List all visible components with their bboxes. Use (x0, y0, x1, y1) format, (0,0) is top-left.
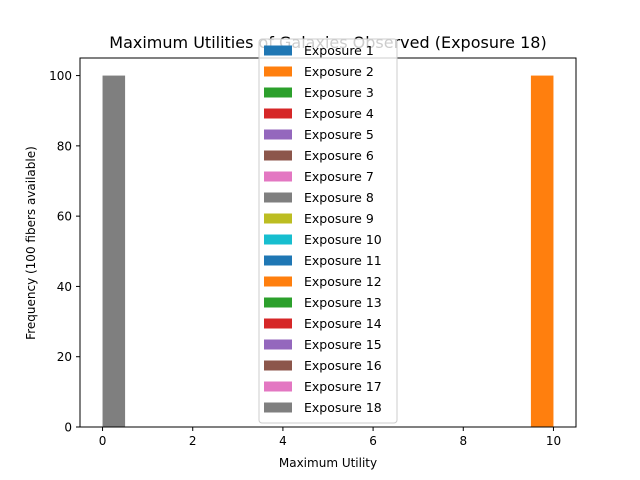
legend: Exposure 1 Exposure 2 Exposure 3 Exposure 4… (258, 38, 398, 424)
legend-swatch (264, 192, 292, 203)
bar-exposure-18 (102, 75, 126, 428)
y-tick-label: 0 (64, 421, 72, 435)
legend-swatch (264, 234, 292, 245)
legend-label: Exposure 10 (304, 232, 382, 247)
y-axis-title: Frequency (100 fibers available) (24, 146, 38, 340)
legend-swatch (264, 213, 292, 224)
legend-label: Exposure 2 (304, 64, 374, 79)
legend-label: Exposure 6 (304, 148, 374, 163)
legend-swatch (264, 381, 292, 392)
legend-swatch (264, 45, 292, 56)
y-tick-label: 100 (49, 69, 72, 83)
legend-swatch (264, 87, 292, 98)
legend-label: Exposure 17 (304, 379, 382, 394)
x-tick-label: 2 (189, 434, 197, 448)
legend-swatch (264, 150, 292, 161)
legend-label: Exposure 14 (304, 316, 382, 331)
x-tick-label: 8 (459, 434, 467, 448)
y-tick-label: 60 (57, 210, 72, 224)
legend-swatch (264, 318, 292, 329)
legend-label: Exposure 16 (304, 358, 382, 373)
legend-swatch (264, 66, 292, 77)
legend-label: Exposure 1 (304, 43, 374, 58)
legend-label: Exposure 11 (304, 253, 382, 268)
legend-label: Exposure 8 (304, 190, 374, 205)
legend-swatch (264, 360, 292, 371)
legend-swatch (264, 129, 292, 140)
legend-label: Exposure 18 (304, 400, 382, 415)
legend-box (258, 38, 398, 424)
x-tick-label: 4 (279, 434, 287, 448)
x-tick-label: 10 (546, 434, 561, 448)
legend-swatch (264, 402, 292, 413)
x-tick-label: 0 (99, 434, 107, 448)
bar-exposure-2 (530, 75, 554, 428)
legend-label: Exposure 9 (304, 211, 374, 226)
legend-swatch (264, 255, 292, 266)
legend-swatch (264, 108, 292, 119)
legend-label: Exposure 5 (304, 127, 374, 142)
legend-label: Exposure 3 (304, 85, 374, 100)
x-axis-title: Maximum Utility (279, 456, 377, 470)
legend-label: Exposure 4 (304, 106, 374, 121)
legend-label: Exposure 12 (304, 274, 382, 289)
y-axis: 0 20 40 60 80 100 (49, 69, 80, 435)
y-tick-label: 40 (57, 280, 72, 294)
legend-swatch (264, 276, 292, 287)
legend-swatch (264, 339, 292, 350)
legend-label: Exposure 13 (304, 295, 382, 310)
y-tick-label: 20 (57, 350, 72, 364)
x-tick-label: 6 (369, 434, 377, 448)
legend-swatch (264, 297, 292, 308)
legend-label: Exposure 7 (304, 169, 374, 184)
x-axis: 0 2 4 6 8 10 (99, 427, 561, 448)
legend-swatch (264, 171, 292, 182)
legend-label: Exposure 15 (304, 337, 382, 352)
y-tick-label: 80 (57, 139, 72, 153)
plot-area (79, 57, 577, 428)
